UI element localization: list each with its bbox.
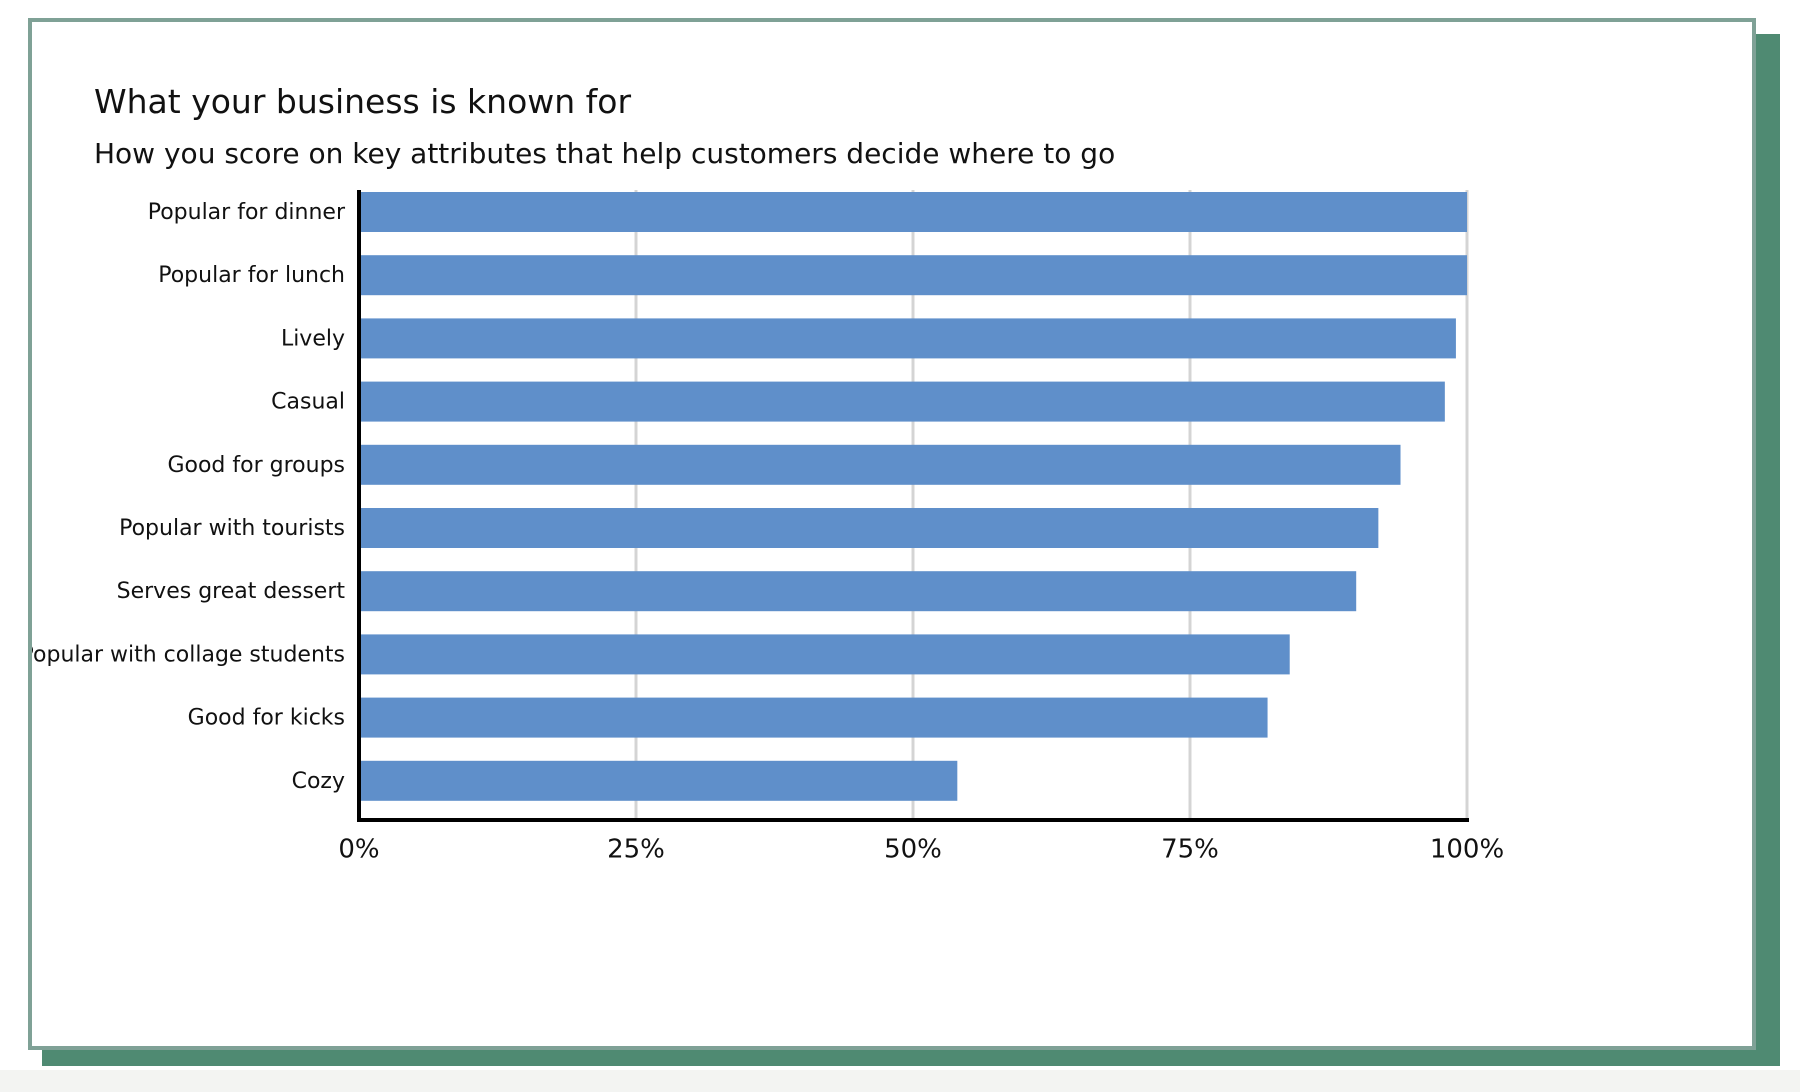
bar-1 [361, 255, 1467, 296]
chart-subtitle: How you score on key attributes that hel… [94, 137, 1116, 170]
bar-5 [361, 508, 1379, 548]
category-label-5: Popular with tourists [119, 516, 345, 541]
chart-card: What your business is known for How you … [28, 18, 1756, 1050]
bar-0 [361, 192, 1467, 232]
page-background-strip [0, 1070, 1800, 1092]
bar-3 [361, 381, 1445, 422]
category-label-6: Serves great dessert [117, 579, 346, 604]
bar-8 [361, 697, 1268, 738]
category-label-1: Popular for lunch [158, 263, 345, 288]
x-tick-label-100: 100% [1430, 835, 1504, 865]
bars [361, 192, 1467, 801]
x-tick-label-25: 25% [607, 835, 665, 865]
bar-9 [361, 760, 958, 801]
bar-chart: Popular for dinner Popular for lunch Livel… [32, 190, 1504, 865]
category-label-9: Cozy [292, 769, 345, 794]
category-label-8: Good for kicks [188, 706, 345, 731]
x-tick-label-50: 50% [884, 835, 942, 865]
axes [357, 190, 1469, 822]
category-label-7: Popular with collage students [32, 642, 345, 667]
category-label-2: Lively [281, 326, 345, 351]
bar-4 [361, 444, 1401, 485]
x-axis-tick-labels: 0% 25% 50% 75% 100% [338, 835, 1504, 865]
bar-6 [361, 571, 1357, 612]
category-label-4: Good for groups [167, 453, 345, 478]
bar-2 [361, 318, 1456, 359]
x-tick-label-75: 75% [1161, 835, 1219, 865]
category-label-3: Casual [271, 390, 345, 415]
x-tick-label-0: 0% [338, 835, 379, 865]
category-label-0: Popular for dinner [148, 200, 346, 225]
category-labels: Popular for dinner Popular for lunch Livel… [32, 200, 346, 794]
chart-title: What your business is known for [94, 82, 632, 121]
bar-7 [361, 634, 1290, 675]
